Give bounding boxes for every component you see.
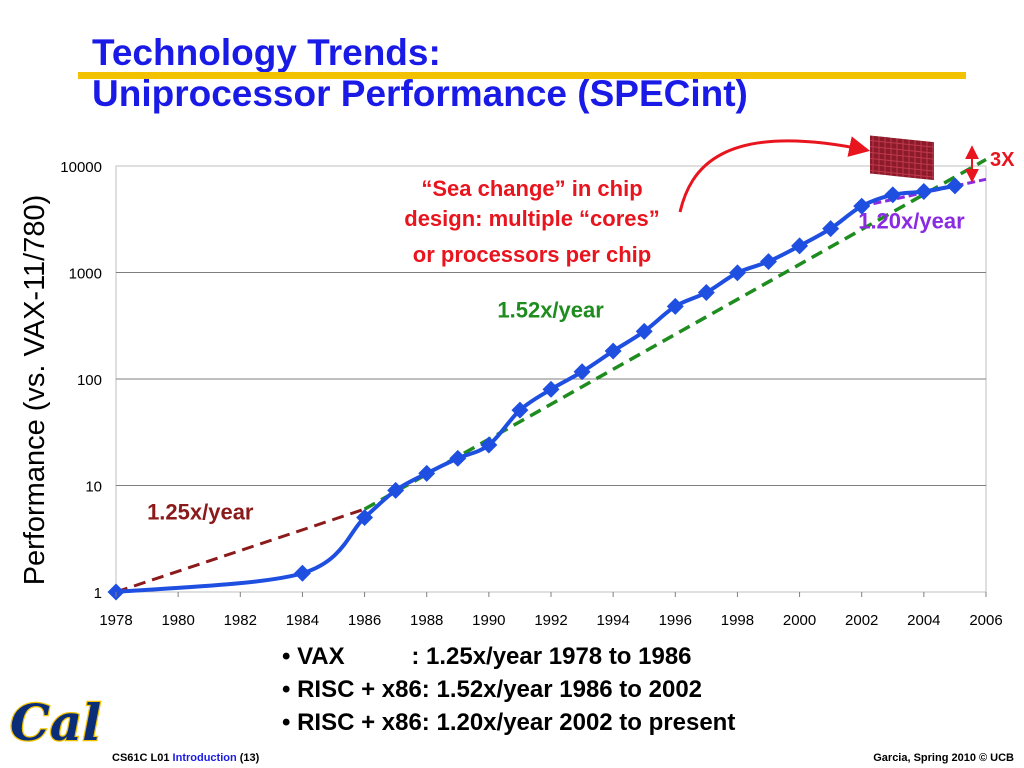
x-tick-label: 1986 (348, 612, 381, 629)
footer-course: CS61C L01 Introduction (13) (112, 752, 259, 764)
data-point (822, 220, 840, 238)
x-tick-label: 2000 (783, 612, 816, 629)
cal-logo-text: Cal (10, 693, 101, 750)
data-point (635, 322, 653, 340)
sea-change-line-1: “Sea change” in chip (421, 176, 642, 201)
cal-logo: Cal (9, 692, 102, 750)
y-axis-title: Performance (vs. VAX-11/780) (19, 195, 51, 586)
data-point (573, 363, 591, 381)
footer-course-code: CS61C L01 (112, 752, 170, 764)
bullet-list: • VAX : 1.25x/year 1978 to 1986 • RISC +… (282, 640, 735, 739)
trend-line-label: 1.20x/year (858, 208, 965, 233)
multicore-gap-box (870, 135, 934, 181)
data-point (946, 177, 964, 195)
x-tick-label: 1982 (224, 612, 257, 629)
x-tick-label: 1988 (410, 612, 443, 629)
title-line-2: Uniprocessor Performance (SPECint) (92, 73, 748, 114)
y-tick-label: 1000 (69, 266, 102, 283)
sea-change-line-3: or processors per chip (413, 242, 651, 267)
sea-change-line-2: design: multiple “cores” (404, 206, 660, 231)
bullet-item: • VAX : 1.25x/year 1978 to 1986 (282, 643, 692, 670)
x-tick-label: 1992 (534, 612, 567, 629)
trend-line-label: 1.52x/year (497, 297, 604, 322)
x-tick-label: 1994 (596, 612, 629, 629)
data-point (760, 253, 777, 271)
trend-line (115, 507, 366, 594)
gap-label: 3X (990, 149, 1015, 171)
data-point (915, 182, 933, 200)
performance-chart: 1.25x/year 1.52x/year 1.20x/year 1 10 100 100… (19, 135, 1015, 629)
data-point (542, 380, 560, 398)
y-tick-label: 100 (77, 372, 102, 389)
bullet-item: • RISC + x86: 1.20x/year 2002 to present (282, 709, 736, 736)
sea-change-arrow (678, 136, 871, 213)
data-point (480, 436, 498, 454)
x-tick-label: 1980 (161, 612, 194, 629)
footer-credit: Garcia, Spring 2010 © UCB (873, 752, 1014, 764)
data-point (728, 264, 746, 282)
data-point (449, 449, 467, 467)
trend-line (363, 158, 987, 511)
data-point (356, 509, 374, 527)
data-point (511, 401, 529, 419)
data-point (604, 342, 622, 360)
x-tick-label: 2004 (907, 612, 940, 629)
x-tick-label: 2006 (969, 612, 1002, 629)
y-tick-label: 10000 (60, 159, 102, 176)
x-tick-label: 2002 (845, 612, 878, 629)
x-tick-label: 1996 (659, 612, 692, 629)
title-line-1: Technology Trends: (92, 32, 441, 73)
data-point (293, 564, 311, 582)
bullet-item: • RISC + x86: 1.52x/year 1986 to 2002 (282, 676, 703, 703)
x-tick-label: 1990 (472, 612, 505, 629)
y-tick-label: 1 (94, 585, 102, 602)
data-point (791, 237, 809, 255)
data-point (387, 481, 405, 499)
data-point (697, 284, 715, 301)
slide-title: Technology Trends: Uniprocessor Performa… (92, 32, 748, 114)
footer-page-number: (13) (239, 752, 260, 764)
title-underline (78, 72, 966, 79)
x-tick-label: 1998 (721, 612, 754, 629)
x-tick-label: 1978 (99, 612, 132, 629)
trend-line-label: 1.25x/year (147, 499, 254, 524)
data-point (418, 464, 436, 482)
data-point (666, 297, 684, 315)
y-tick-label: 10 (85, 479, 102, 496)
x-tick-label: 1984 (286, 612, 319, 629)
data-point (884, 186, 902, 204)
sea-change-annotation: “Sea change” in chip design: multiple “c… (404, 136, 871, 267)
footer-topic-link[interactable]: Introduction (172, 752, 237, 764)
data-point (853, 197, 871, 215)
